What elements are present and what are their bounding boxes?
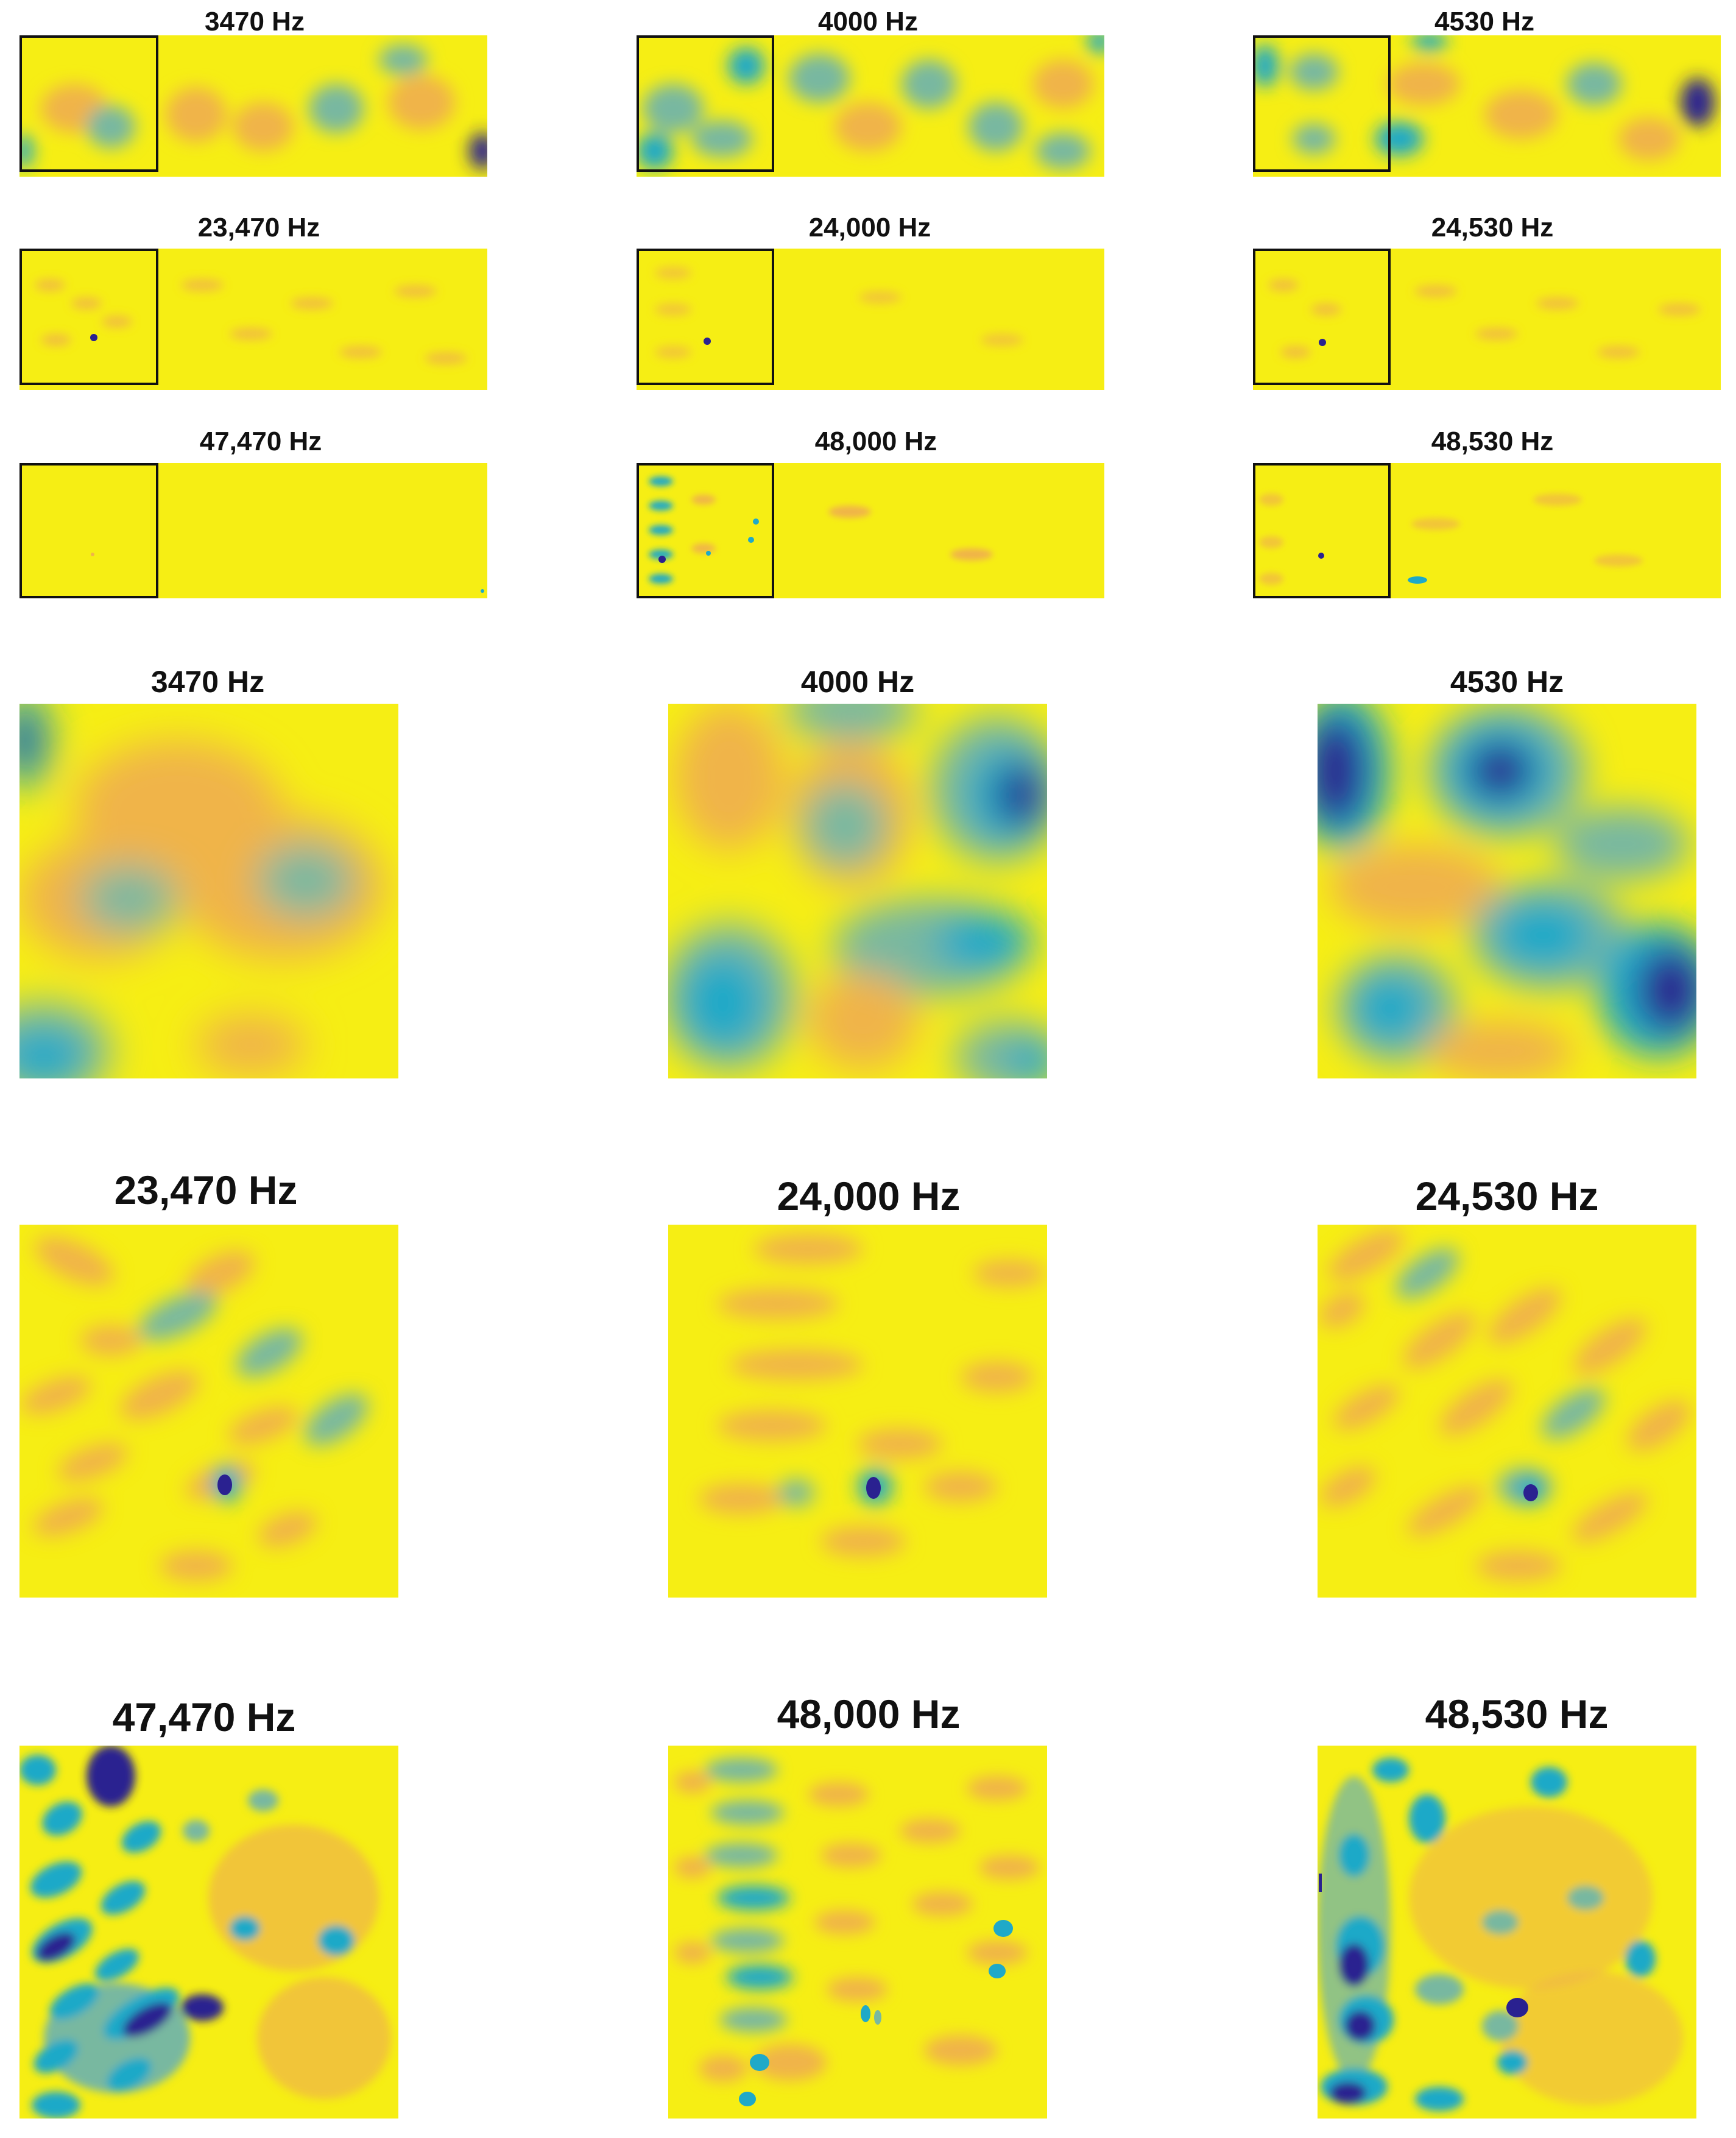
detail-field-23470 [19,1225,398,1598]
overview-inset-box-3470 [19,35,158,172]
detail-title-23470: 23,470 Hz [114,1167,298,1212]
overview-field-48530 [1253,463,1721,598]
overview-title-23470: 23,470 Hz [197,213,320,242]
overview-field-3470 [19,35,487,177]
detail-field-48000 [668,1746,1047,2119]
detail-title-3470: 3470 Hz [150,665,265,699]
detail-title-47470: 47,470 Hz [112,1694,296,1740]
detail-title-24000: 24,000 Hz [777,1173,961,1219]
overview-field-4000 [637,35,1104,177]
overview-inset-box-47470 [19,463,158,598]
detail-title-4530: 4530 Hz [1450,665,1564,699]
detail-field-4000 [668,704,1047,1078]
detail-field-48530 [1318,1746,1696,2119]
overview-title-48530: 48,530 Hz [1431,427,1554,456]
overview-inset-box-48530 [1253,463,1391,598]
overview-inset-box-23470 [19,249,158,385]
overview-field-24530 [1253,249,1721,390]
overview-title-24530: 24,530 Hz [1431,213,1554,242]
overview-field-48000 [637,463,1104,598]
overview-title-48000: 48,000 Hz [814,427,937,456]
overview-field-24000 [637,249,1104,390]
overview-field-4530 [1253,35,1721,177]
detail-field-47470 [19,1746,398,2119]
detail-field-24000 [668,1225,1047,1598]
overview-title-3470: 3470 Hz [205,7,305,37]
overview-title-24000: 24,000 Hz [808,213,931,242]
overview-inset-box-4530 [1253,35,1391,172]
overview-field-47470 [19,463,487,598]
overview-inset-box-48000 [637,463,774,598]
detail-field-24530 [1318,1225,1696,1598]
detail-title-24530: 24,530 Hz [1415,1173,1599,1219]
overview-inset-box-4000 [637,35,774,172]
overview-title-47470: 47,470 Hz [199,427,322,456]
detail-title-4000: 4000 Hz [800,665,915,699]
overview-title-4000: 4000 Hz [818,7,918,37]
overview-inset-box-24530 [1253,249,1391,385]
detail-title-48000: 48,000 Hz [777,1691,961,1736]
detail-title-48530: 48,530 Hz [1425,1691,1609,1736]
overview-field-23470 [19,249,487,390]
overview-title-4530: 4530 Hz [1434,7,1534,37]
detail-field-3470 [19,704,398,1078]
detail-field-4530 [1318,704,1696,1078]
overview-inset-box-24000 [637,249,774,385]
